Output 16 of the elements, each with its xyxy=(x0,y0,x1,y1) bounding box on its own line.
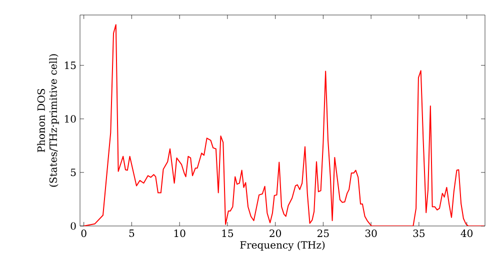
x-tick-label: 40 xyxy=(460,230,473,238)
x-tick-label: 15 xyxy=(222,230,234,238)
x-tick-label: 30 xyxy=(365,230,377,238)
y-tick-label: 5 xyxy=(70,168,76,176)
x-tick-label: 10 xyxy=(174,230,186,238)
x-tick-label: 20 xyxy=(270,230,282,238)
x-tick-label: 35 xyxy=(413,230,425,238)
line-series xyxy=(83,24,485,226)
x-tick-label: 25 xyxy=(318,230,329,238)
y-tick-label: 15 xyxy=(64,62,76,70)
x-tick-label: 5 xyxy=(129,230,134,237)
y-axis-title: Phonon DOS (States/THz·primitive cell) xyxy=(37,54,59,187)
y-tick-label: 0 xyxy=(70,222,76,230)
x-axis-title: Frequency (THz) xyxy=(240,240,325,251)
x-tick-label: 0 xyxy=(81,230,86,238)
y-tick-label: 10 xyxy=(64,115,76,123)
